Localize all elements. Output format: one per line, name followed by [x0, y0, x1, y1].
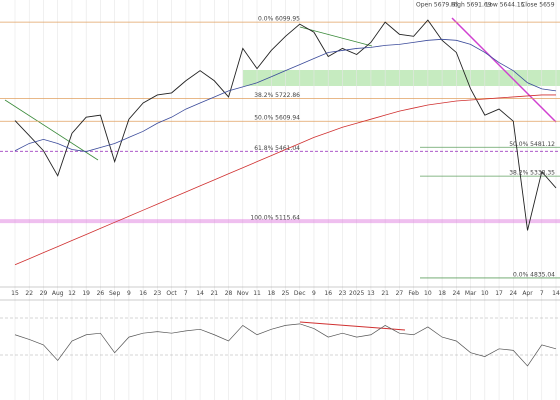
x-tick-label: 25: [282, 290, 290, 297]
x-tick-label: 17: [495, 290, 503, 297]
x-tick-label: Apr: [522, 290, 533, 297]
x-tick-label: Mar: [465, 290, 477, 297]
x-tick-label: 7: [184, 290, 188, 297]
fib-label: 38.2% 5338.35: [509, 170, 555, 177]
x-tick-label: 18: [267, 290, 275, 297]
x-tick-label: 21: [381, 290, 389, 297]
trend-line: [4, 99, 99, 161]
fib-label: 50.0% 5481.12: [509, 141, 555, 148]
x-tick-label: Oct: [166, 290, 177, 297]
x-tick-label: 19: [82, 290, 90, 297]
x-tick-label: 23: [154, 290, 162, 297]
x-tick-label: 24: [509, 290, 517, 297]
x-tick-label: 28: [225, 290, 233, 297]
fib-label: 0.0% 6099.95: [258, 16, 300, 23]
x-tick-label: 22: [25, 290, 33, 297]
series-line: [14, 19, 557, 231]
trend-line: [451, 17, 557, 123]
header-value: Open 5679.65: [416, 2, 459, 9]
header-value: High 5691.69: [451, 2, 492, 9]
x-tick-label: 14: [196, 290, 204, 297]
fib-label: 0.0% 4835.04: [513, 271, 555, 278]
trend-line: [299, 26, 373, 47]
x-tick-label: 24: [453, 290, 461, 297]
x-tick-label: 13: [367, 290, 375, 297]
x-tick-label: 16: [139, 290, 147, 297]
x-tick-label: 16: [324, 290, 332, 297]
x-tick-label: 10: [481, 290, 489, 297]
series-line: [14, 94, 556, 266]
divergence-line: [299, 321, 406, 331]
series-line: [14, 38, 557, 152]
x-tick-label: 15: [11, 290, 19, 297]
x-tick-label: Feb: [408, 290, 419, 297]
x-tick-label: 9: [312, 290, 316, 297]
x-tick-label: 11: [253, 290, 261, 297]
fib-label: 38.2% 5722.86: [254, 92, 300, 99]
x-tick-label: Dec: [294, 290, 306, 297]
x-tick-label: 12: [68, 290, 76, 297]
x-tick-label: Aug: [52, 290, 64, 297]
x-tick-label: 7: [540, 290, 544, 297]
x-tick-label: 29: [40, 290, 48, 297]
fib-label: 100.0% 5115.64: [250, 215, 300, 222]
x-tick-label: 18: [438, 290, 446, 297]
x-tick-label: 14: [552, 290, 560, 297]
fib-label: 50.0% 5609.94: [254, 115, 300, 122]
x-tick-label: 26: [97, 290, 105, 297]
x-tick-label: 27: [396, 290, 404, 297]
series-line: [14, 323, 557, 367]
header-value: Close 5659: [521, 2, 555, 9]
x-tick-label: Nov: [237, 290, 249, 297]
fib-label: 61.8% 5461.04: [254, 145, 300, 152]
header-value: Low 5644.15: [486, 2, 525, 9]
x-tick-label: 2025: [349, 290, 364, 297]
x-tick-label: Sep: [109, 290, 121, 297]
x-tick-label: 23: [339, 290, 347, 297]
x-tick-label: 9: [127, 290, 131, 297]
x-tick-label: 21: [210, 290, 218, 297]
shaded-zone: [243, 70, 560, 86]
x-tick-label: 10: [424, 290, 432, 297]
